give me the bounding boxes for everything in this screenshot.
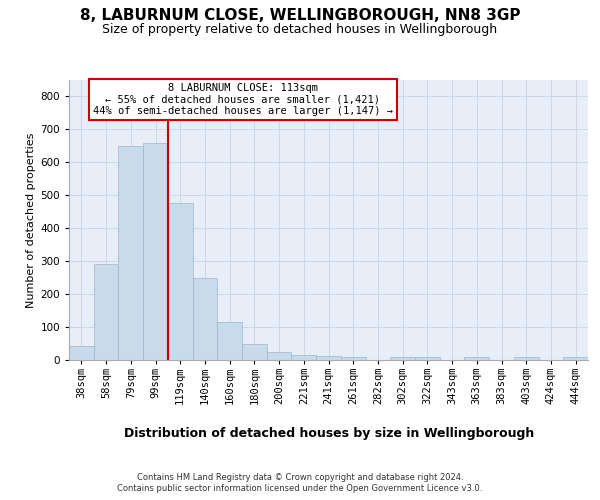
Bar <box>341 358 365 360</box>
Y-axis label: Number of detached properties: Number of detached properties <box>26 132 36 308</box>
Text: 8 LABURNUM CLOSE: 113sqm
← 55% of detached houses are smaller (1,421)
44% of sem: 8 LABURNUM CLOSE: 113sqm ← 55% of detach… <box>93 83 393 116</box>
Text: Contains public sector information licensed under the Open Government Licence v3: Contains public sector information licen… <box>118 484 482 493</box>
Bar <box>267 352 292 360</box>
Text: Contains HM Land Registry data © Crown copyright and database right 2024.: Contains HM Land Registry data © Crown c… <box>137 472 463 482</box>
Bar <box>217 322 242 360</box>
Bar <box>168 202 193 360</box>
Bar <box>464 358 489 360</box>
Bar <box>316 356 341 360</box>
Bar <box>143 142 168 360</box>
Bar <box>193 278 217 360</box>
Bar <box>390 358 415 360</box>
Text: 8, LABURNUM CLOSE, WELLINGBOROUGH, NN8 3GP: 8, LABURNUM CLOSE, WELLINGBOROUGH, NN8 3… <box>80 8 520 22</box>
Bar <box>292 356 316 360</box>
Text: Size of property relative to detached houses in Wellingborough: Size of property relative to detached ho… <box>103 22 497 36</box>
Bar <box>94 264 118 360</box>
Bar <box>415 358 440 360</box>
Bar <box>242 344 267 360</box>
Bar <box>118 146 143 360</box>
Text: Distribution of detached houses by size in Wellingborough: Distribution of detached houses by size … <box>124 428 534 440</box>
Bar <box>563 358 588 360</box>
Bar <box>69 346 94 360</box>
Bar <box>514 358 539 360</box>
